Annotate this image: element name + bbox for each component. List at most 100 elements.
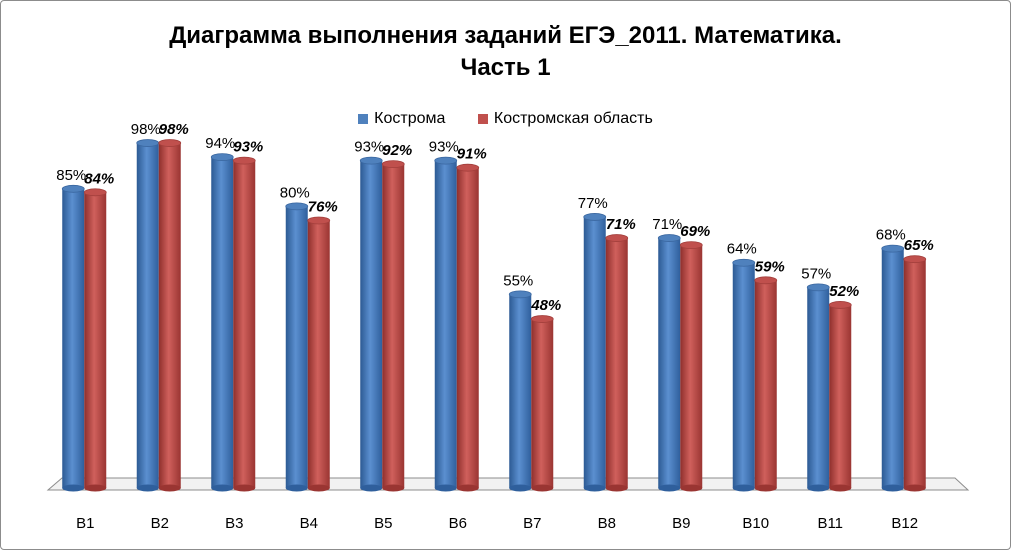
data-label-region-B1: 84% [84,170,114,187]
bar-bottom [509,484,532,492]
bar-body [829,304,852,488]
bar-body [754,280,777,488]
bar-top [881,244,905,253]
bar-body [307,220,330,489]
bar-top [83,188,107,197]
bar-top [657,234,681,242]
bar-kostroma-B8 [583,213,607,492]
bar-region-B1 [83,188,107,492]
bar-body [84,192,107,488]
bar-kostroma-B5 [359,156,383,492]
bar-body [158,143,181,489]
data-label-kostroma-B4: 80% [280,184,310,201]
bar-bottom [732,484,755,492]
bar-bottom [62,484,85,492]
bar-kostroma-B4 [285,202,309,492]
chart-title-line2: Часть 1 [460,54,551,81]
bar-top [806,283,830,292]
bar-bottom [158,484,181,492]
x-tick-label-B12: B12 [891,515,918,532]
bar-bottom [84,484,107,492]
bar-body [658,238,681,488]
x-tick-label-B4: B4 [300,515,318,532]
data-label-region-B8: 71% [606,216,636,233]
bar-top [61,184,85,193]
bar-region-B8 [605,234,629,492]
bar-bottom [531,484,554,492]
bar-body [382,164,405,488]
bar-body [211,157,234,488]
x-tick-label-B9: B9 [672,515,690,532]
data-label-region-B9: 69% [680,223,710,240]
data-label-kostroma-B5: 93% [354,139,384,156]
bar-kostroma-B7 [508,290,532,492]
bar-top [508,290,532,299]
data-label-kostroma-B2: 98% [131,121,161,138]
bar-bottom [434,484,457,492]
bar-bottom [903,484,926,492]
bar-kostroma-B6 [434,156,458,492]
bar-bottom [680,484,703,492]
bar-region-B3 [232,156,256,492]
bar-bottom [456,484,479,492]
bar-kostroma-B9 [657,234,681,492]
bar-bottom [360,484,383,492]
bar-bottom [881,484,904,492]
bar-body [680,245,703,488]
bar-bottom [307,484,330,492]
bar-region-B2 [158,139,182,492]
bar-body [233,160,256,488]
bar-region-B9 [679,241,703,492]
bar-top [828,301,852,309]
bar-top [285,202,309,211]
bar-top [456,163,480,172]
bar-top [679,241,703,250]
bar-top [605,234,629,242]
x-tick-label-B1: B1 [76,515,94,532]
data-label-kostroma-B11: 57% [801,265,831,282]
bar-top [530,315,554,323]
x-tick-label-B8: B8 [598,515,616,532]
x-tick-label-B10: B10 [742,515,769,532]
data-label-region-B6: 91% [457,146,487,163]
data-label-kostroma-B7: 55% [503,272,533,289]
bar-bottom [605,484,628,492]
data-label-kostroma-B12: 68% [876,227,906,244]
bar-top [359,156,383,165]
data-label-region-B5: 92% [382,142,412,159]
bar-bottom [829,484,852,492]
bar-kostroma-B12 [881,244,905,492]
bar-body [456,167,479,488]
data-label-region-B2: 98% [159,121,189,138]
legend-item-kostroma: Кострома [358,110,445,128]
legend-label-kostroma: Кострома [374,110,446,127]
bar-body [285,206,308,488]
bar-bottom [136,484,159,492]
data-label-kostroma-B1: 85% [56,167,86,184]
bar-body [62,188,85,489]
data-label-kostroma-B6: 93% [429,139,459,156]
bar-kostroma-B2 [136,139,160,492]
bar-body [136,143,159,489]
data-label-region-B3: 93% [233,139,263,156]
category-ticks-group: B1 B2 B3 B4 B5 B6 B7 B8 B9 B10 B11 B12 [76,515,918,532]
bar-bottom [211,484,234,492]
data-label-region-B12: 65% [904,237,934,254]
x-tick-label-B11: B11 [817,515,843,532]
bar-top [583,213,607,221]
bar-kostroma-B11 [806,283,830,492]
bar-bottom [658,484,681,492]
legend-swatch-kostroma [358,114,369,124]
x-tick-label-B2: B2 [151,515,169,532]
bar-body [434,160,457,488]
bar-top [210,153,234,162]
data-label-region-B7: 48% [530,297,561,314]
chart-legend: Кострома Костромская область [0,110,1011,129]
chart-title-line1: Диаграмма выполнения заданий ЕГЭ_2011. М… [169,22,842,49]
data-label-kostroma-B9: 71% [652,216,682,233]
bars-group [61,139,927,492]
data-label-kostroma-B10: 64% [727,241,757,258]
data-label-region-B10: 59% [755,258,785,275]
legend-item-region: Костромская область [477,110,653,128]
bar-region-B7 [530,315,554,492]
